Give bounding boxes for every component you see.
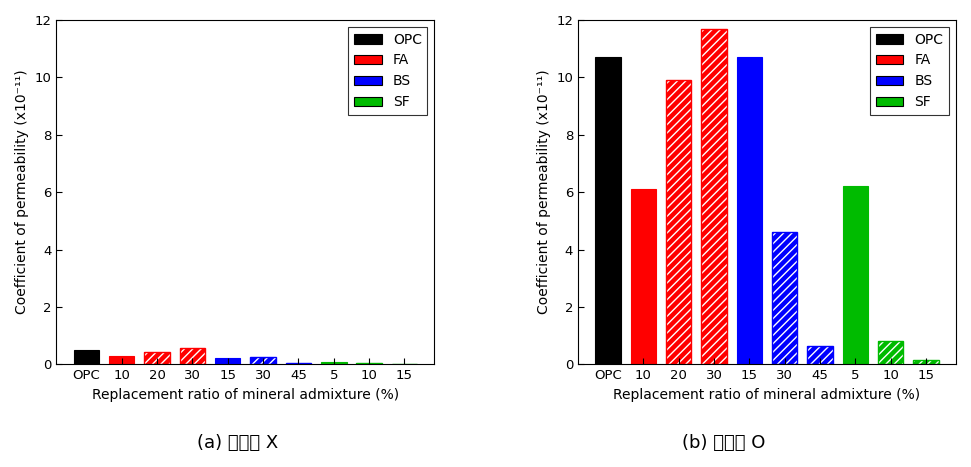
Bar [285,363,311,364]
Bar [145,352,170,364]
Bar [356,363,382,364]
Legend: OPC, FA, BS, SF: OPC, FA, BS, SF [349,27,427,115]
Bar [666,80,691,364]
Bar [109,356,134,364]
Bar [145,352,170,364]
Bar [701,28,726,364]
Bar [878,341,903,364]
Bar [914,360,939,364]
Bar [772,232,797,364]
Bar [914,360,939,364]
Bar [251,357,276,364]
Y-axis label: Coefficient of permeability (x10⁻¹¹): Coefficient of permeability (x10⁻¹¹) [537,70,551,314]
Bar [356,363,382,364]
Legend: OPC, FA, BS, SF: OPC, FA, BS, SF [870,27,949,115]
Bar [807,346,833,364]
X-axis label: Replacement ratio of mineral admixture (%): Replacement ratio of mineral admixture (… [614,388,921,402]
Bar [807,346,833,364]
Bar [285,363,311,364]
Bar [215,358,241,364]
Bar [701,28,726,364]
Bar [630,189,656,364]
Bar [878,341,903,364]
Bar [666,80,691,364]
Bar [843,186,868,364]
X-axis label: Replacement ratio of mineral admixture (%): Replacement ratio of mineral admixture (… [92,388,399,402]
Bar [737,57,762,364]
Bar [251,357,276,364]
Y-axis label: Coefficient of permeability (x10⁻¹¹): Coefficient of permeability (x10⁻¹¹) [15,70,29,314]
Bar [595,57,620,364]
Text: (b) 강연선 O: (b) 강연선 O [682,434,765,453]
Text: (a) 강연선 X: (a) 강연선 X [197,434,279,453]
Bar [180,348,205,364]
Bar [772,232,797,364]
Bar [74,351,99,364]
Bar [321,362,347,364]
Bar [180,348,205,364]
